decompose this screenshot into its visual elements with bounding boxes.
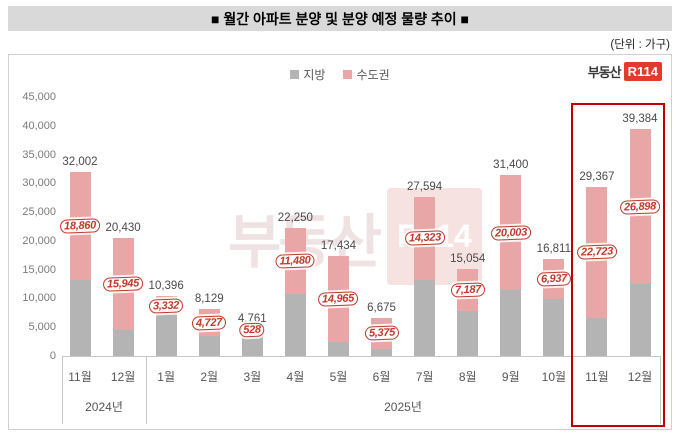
x-axis-month-label: 8월 (458, 370, 477, 384)
x-axis-year-label: 2024년 (85, 400, 123, 414)
y-axis-tick-label: 10,000 (22, 292, 56, 305)
axis-group-separator (146, 356, 147, 424)
sudogwon-swatch-icon (343, 70, 353, 79)
r114-logo: 부동산 R114 (588, 62, 662, 81)
x-axis-month-label: 10월 (541, 370, 567, 384)
bar-jibang-segment (586, 317, 608, 356)
sudogwon-value-label: 11,480 (275, 253, 316, 269)
bar-jibang-segment (500, 290, 522, 356)
bar-jibang-segment (241, 331, 263, 356)
bar-jibang-segment (198, 336, 220, 356)
legend-item-jibang: 지방 (290, 66, 325, 83)
legend-label-sudogwon: 수도권 (356, 68, 390, 82)
y-axis-tick-label: 35,000 (22, 148, 56, 161)
total-value-label: 39,384 (622, 113, 658, 126)
sudogwon-value-label: 14,965 (318, 291, 359, 307)
sudogwon-value-label: 528 (239, 322, 266, 338)
y-axis-tick-label: 15,000 (22, 263, 56, 276)
total-value-label: 16,811 (536, 243, 572, 256)
total-value-label: 27,594 (407, 181, 443, 194)
x-axis-month-label: 4월 (286, 370, 305, 384)
unit-label: (단위 : 가구) (610, 39, 670, 51)
axis-group-separator (660, 356, 661, 424)
total-value-label: 20,430 (105, 222, 141, 235)
sudogwon-value-label: 15,945 (102, 276, 144, 292)
axis-group-separator (62, 356, 63, 424)
sudogwon-value-label: 20,003 (490, 225, 531, 241)
sudogwon-value-label: 6,937 (536, 271, 572, 287)
sudogwon-value-label: 5,375 (364, 325, 399, 341)
bar-jibang-segment (327, 341, 349, 356)
x-axis-month-label: 9월 (501, 370, 520, 384)
sudogwon-value-label: 7,187 (450, 282, 485, 298)
x-axis-month-label: 6월 (372, 370, 391, 384)
bar-jibang-segment (112, 330, 134, 356)
bar-jibang-segment (155, 315, 177, 356)
x-axis-month-label: 7월 (415, 370, 434, 384)
sudogwon-value-label: 3,332 (148, 298, 184, 314)
bar-jibang-segment (629, 284, 651, 356)
legend-label-jibang: 지방 (303, 68, 326, 82)
sudogwon-value-label: 14,323 (404, 230, 445, 247)
bar-jibang-segment (69, 280, 91, 356)
y-axis-tick-label: 20,000 (22, 234, 56, 247)
bar-jibang-segment (371, 348, 393, 356)
x-axis-month-label: 12월 (110, 370, 136, 384)
total-value-label: 8,129 (194, 293, 224, 306)
y-axis-tick-label: 25,000 (22, 206, 56, 219)
y-axis-tick-label: 40,000 (22, 119, 56, 132)
x-axis-month-label: 5월 (329, 370, 348, 384)
x-axis-line (62, 356, 660, 357)
sudogwon-value-label: 18,860 (59, 218, 101, 234)
legend: 지방 수도권 (0, 66, 680, 83)
x-axis-month-label: 3월 (243, 370, 262, 384)
bar-jibang-segment (284, 294, 306, 356)
total-value-label: 4,761 (237, 312, 267, 325)
total-value-label: 31,400 (493, 159, 529, 172)
y-axis-tick-label: 30,000 (22, 177, 56, 190)
highlight-box (570, 103, 665, 427)
total-value-label: 6,675 (367, 301, 396, 314)
sudogwon-value-label: 4,727 (191, 315, 227, 331)
r114-logo-text: 부동산 (587, 65, 622, 80)
bar-jibang-segment (414, 279, 436, 356)
bar-jibang-segment (543, 299, 565, 356)
bar-jibang-segment (457, 310, 479, 356)
total-value-label: 29,367 (579, 170, 615, 183)
x-axis-year-label: 2025년 (384, 400, 422, 414)
total-value-label: 32,002 (62, 155, 98, 168)
r114-logo-badge-icon: R114 (623, 62, 662, 81)
total-value-label: 17,434 (320, 239, 357, 252)
x-axis-month-label: 11월 (68, 370, 92, 384)
y-axis-tick-label: 0 (49, 350, 56, 362)
jibang-swatch-icon (290, 70, 300, 79)
y-axis-tick-label: 5,000 (28, 321, 56, 334)
x-axis-month-label: 1월 (157, 370, 175, 384)
x-axis-month-label: 12월 (627, 370, 653, 384)
total-value-label: 10,396 (148, 280, 184, 293)
legend-item-sudogwon: 수도권 (343, 66, 390, 83)
total-value-label: 15,054 (450, 253, 486, 266)
x-axis-month-label: 11월 (585, 370, 609, 384)
total-value-label: 22,250 (277, 211, 313, 224)
x-axis-month-label: 2월 (200, 370, 219, 384)
chart-title: ■ 월간 아파트 분양 및 분양 예정 물량 추이 ■ (8, 6, 672, 31)
y-axis-tick-label: 45,000 (22, 91, 56, 103)
